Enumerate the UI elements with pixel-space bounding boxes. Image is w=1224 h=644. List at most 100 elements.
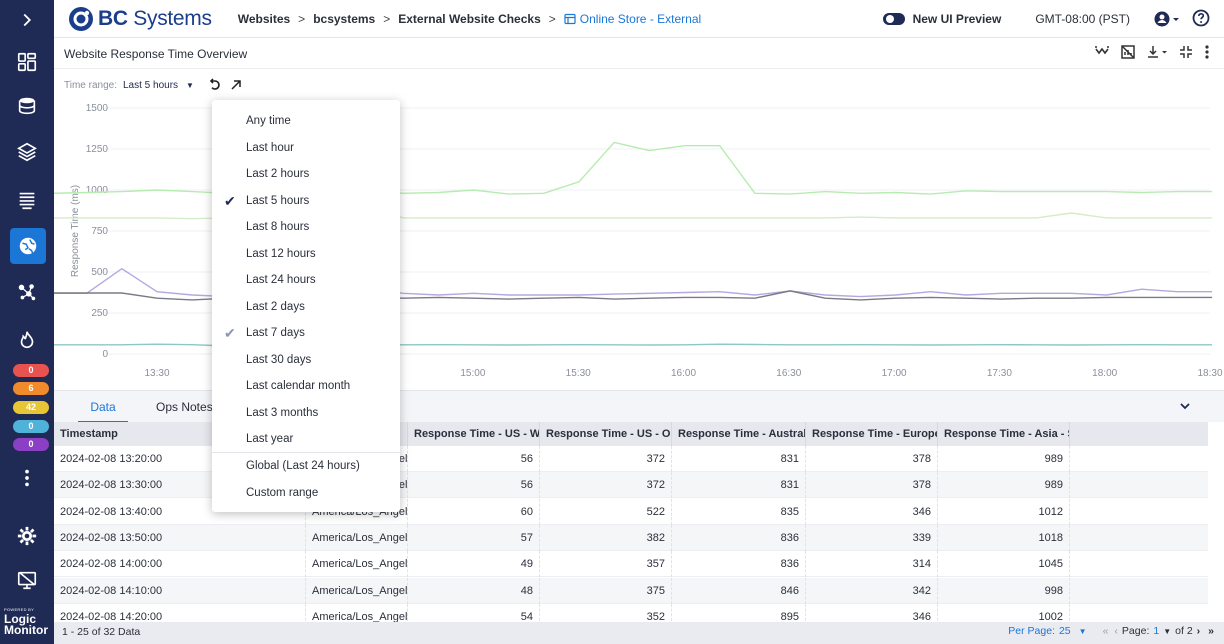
- table-footer: 1 - 25 of 32 Data Per Page: 25 ▼ « ‹ Pag…: [54, 622, 1224, 644]
- table-cell: 2024-02-08 13:50:00: [54, 524, 306, 551]
- y-tick-label: 250: [91, 308, 108, 319]
- anomaly-icon[interactable]: [1094, 45, 1110, 59]
- table-cell: 372: [540, 446, 672, 472]
- table-column-header[interactable]: Response Time - Asia - Singapore: [938, 422, 1070, 446]
- y-tick-label: 0: [102, 349, 108, 360]
- table-column-header[interactable]: Response Time - Australia: [672, 422, 806, 446]
- layers-icon[interactable]: [0, 132, 54, 172]
- time-range-option-label: Last 12 hours: [246, 247, 316, 260]
- timezone-selector[interactable]: GMT-08:00 (PST): [1035, 12, 1130, 26]
- table-row[interactable]: 2024-02-08 14:00:00America/Los_Angeles49…: [54, 551, 1208, 578]
- table-column-header[interactable]: Response Time - Europe - Dublin: [806, 422, 938, 446]
- page-number-select[interactable]: 1: [1153, 625, 1160, 637]
- row-count: 1 - 25 of 32 Data: [62, 626, 141, 638]
- collapse-panel-chevron-icon[interactable]: [1180, 399, 1190, 413]
- breadcrumb-current[interactable]: Online Store - External: [564, 12, 701, 26]
- checkmark-icon: ✔: [224, 325, 236, 341]
- settings-gear-icon[interactable]: [0, 516, 54, 556]
- table-cell: 49: [408, 551, 540, 578]
- last-page-icon[interactable]: »: [1208, 625, 1214, 637]
- y-tick-label: 500: [91, 267, 108, 278]
- time-range-option-custom[interactable]: Custom range: [246, 487, 319, 499]
- time-range-option[interactable]: Last year: [212, 426, 400, 452]
- time-range-option[interactable]: Last 2 hours: [212, 161, 400, 187]
- time-range-option-label: Last 8 hours: [246, 221, 310, 233]
- breadcrumb-bcsystems[interactable]: bcsystems: [313, 11, 376, 26]
- time-range-option[interactable]: Last 12 hours: [212, 241, 400, 267]
- alert-count-error[interactable]: 6: [13, 382, 49, 395]
- logs-icon[interactable]: [0, 180, 54, 220]
- per-page-caret-icon[interactable]: ▼: [1078, 626, 1087, 636]
- websites-icon[interactable]: [10, 228, 46, 264]
- alert-count-info[interactable]: 0: [13, 420, 49, 433]
- time-range-option[interactable]: Last 8 hours: [212, 214, 400, 240]
- logo-mark-icon: [68, 6, 94, 32]
- per-page-select[interactable]: 25: [1058, 625, 1071, 637]
- table-cell: 378: [806, 472, 938, 499]
- time-range-option-global[interactable]: Global (Last 24 hours): [246, 460, 360, 472]
- alert-count-critical[interactable]: 0: [13, 364, 49, 377]
- resources-icon[interactable]: [0, 86, 54, 126]
- time-range-option[interactable]: Last 30 days: [212, 347, 400, 373]
- more-options-icon[interactable]: [1204, 44, 1210, 60]
- table-column-header[interactable]: Response Time - US - Washington: [408, 422, 540, 446]
- time-range-option-label: Last 3 months: [246, 406, 319, 419]
- download-icon[interactable]: [1146, 44, 1168, 60]
- website-check-icon: [564, 13, 576, 24]
- dashboards-icon[interactable]: [0, 42, 54, 82]
- alerts-flame-icon[interactable]: [0, 320, 54, 360]
- open-external-arrow-icon[interactable]: [230, 79, 242, 91]
- table-column-header[interactable]: Response Time - US - Oregon: [540, 422, 672, 446]
- help-icon[interactable]: [1192, 9, 1210, 30]
- time-range-select[interactable]: Last 5 hours: [122, 79, 179, 91]
- table-row[interactable]: 2024-02-08 13:50:00America/Los_Angeles57…: [54, 524, 1208, 551]
- time-range-option[interactable]: ✔ Last 5 hours: [212, 188, 400, 214]
- time-range-option[interactable]: Last hour: [212, 135, 400, 161]
- time-range-caret-icon[interactable]: ▼: [186, 80, 194, 90]
- time-range-option[interactable]: Last calendar month: [212, 373, 400, 399]
- tab-ops-notes[interactable]: Ops Notes: [156, 400, 213, 414]
- table-row[interactable]: 2024-02-08 14:10:00America/Los_Angeles48…: [54, 577, 1208, 604]
- table-cell: 2024-02-08 14:20:00: [54, 603, 306, 622]
- time-range-option[interactable]: Last 2 days: [212, 294, 400, 320]
- user-account-icon[interactable]: [1154, 10, 1182, 28]
- breadcrumb-separator: >: [298, 11, 306, 26]
- breadcrumb-websites[interactable]: Websites: [237, 11, 291, 26]
- dropdown-divider: [212, 452, 400, 453]
- sidebar: 0 6 42 0 0 POWERED BY Logic Monitor: [0, 0, 54, 644]
- more-icon[interactable]: [0, 458, 54, 498]
- widget-toolbar: [1084, 44, 1210, 60]
- collapse-icon[interactable]: [1178, 44, 1194, 60]
- y-axis-label: Response Time (ms): [70, 185, 81, 277]
- time-range-option-label: Last 7 days: [246, 327, 305, 339]
- next-page-icon[interactable]: ›: [1196, 625, 1201, 637]
- table-cell: 831: [672, 446, 806, 472]
- table-cell: America/Los_Angeles: [306, 524, 408, 551]
- y-tick-label: 750: [91, 226, 108, 237]
- breadcrumb-external-checks[interactable]: External Website Checks: [398, 11, 541, 26]
- screen-share-icon[interactable]: [0, 560, 54, 600]
- table-row[interactable]: 2024-02-08 14:20:00America/Los_Angeles54…: [54, 603, 1208, 622]
- alert-count-warning[interactable]: 42: [13, 401, 49, 414]
- table-cell: 831: [672, 472, 806, 499]
- tab-data[interactable]: Data: [78, 391, 128, 423]
- new-ui-preview-toggle[interactable]: [882, 13, 905, 25]
- time-range-control: Time range: Last 5 hours ▼: [64, 78, 242, 92]
- prev-page-icon[interactable]: ‹: [1114, 625, 1118, 637]
- reset-undo-icon[interactable]: [208, 78, 222, 92]
- bc-systems-logo[interactable]: BC Systems: [68, 6, 212, 32]
- expand-sidebar-icon[interactable]: [0, 0, 54, 40]
- alert-count-other[interactable]: 0: [13, 438, 49, 451]
- page-caret-icon[interactable]: ▼: [1163, 626, 1172, 636]
- table-cell: America/Los_Angeles: [306, 551, 408, 578]
- breadcrumb: Websites > bcsystems > External Website …: [238, 12, 701, 26]
- time-range-label: Time range:: [64, 79, 117, 91]
- time-range-option[interactable]: ✔ Last 7 days: [212, 320, 400, 346]
- time-range-option[interactable]: Any time: [212, 108, 400, 134]
- hide-chart-icon[interactable]: [1120, 44, 1136, 60]
- widget-header-divider: [54, 68, 1224, 69]
- topology-icon[interactable]: [0, 272, 54, 312]
- first-page-icon[interactable]: «: [1102, 625, 1109, 637]
- time-range-option[interactable]: Last 24 hours: [212, 267, 400, 293]
- time-range-option[interactable]: Last 3 months: [212, 400, 400, 426]
